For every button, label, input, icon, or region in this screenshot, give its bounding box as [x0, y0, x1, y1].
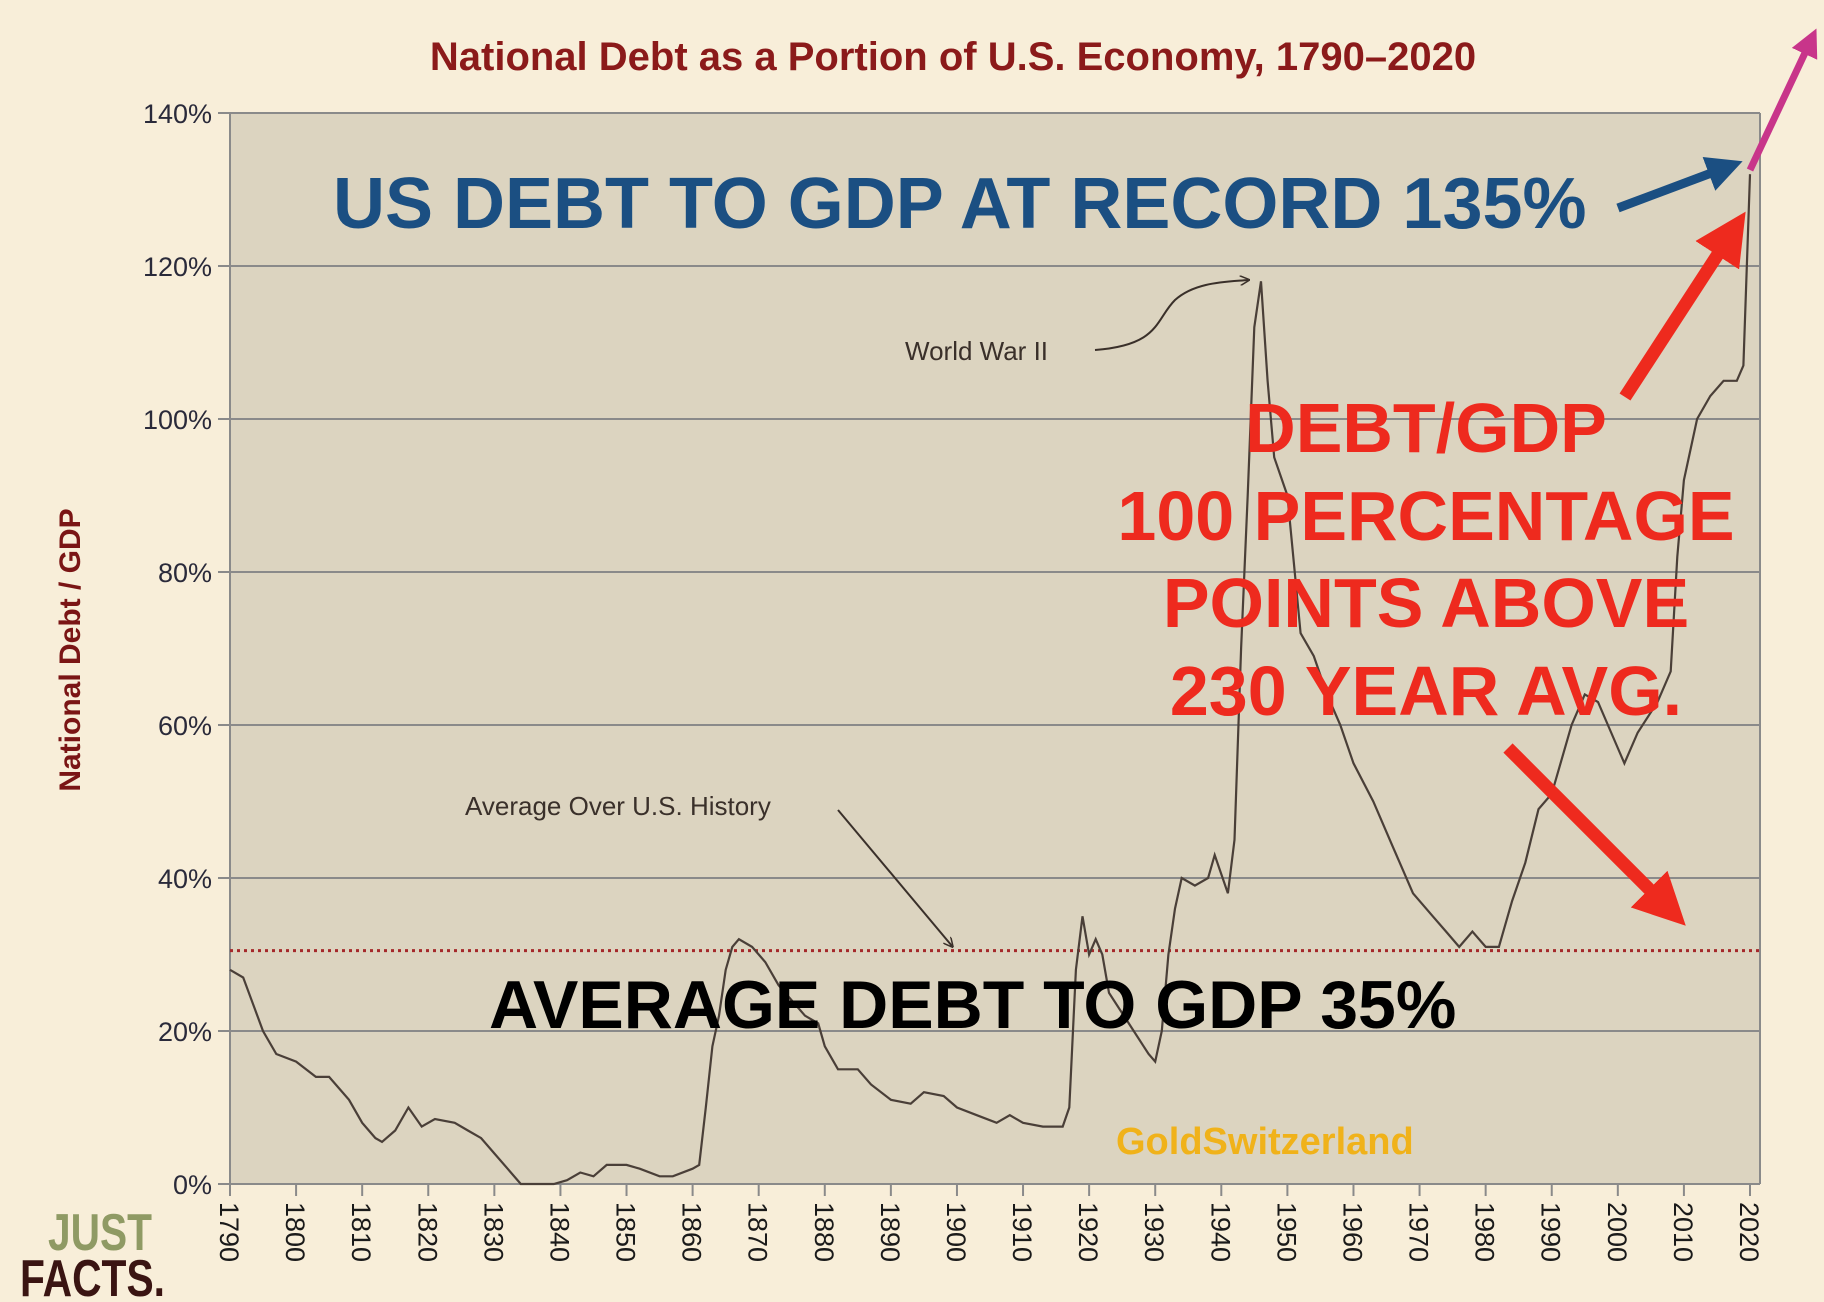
x-tick-label: 1850	[611, 1202, 641, 1262]
y-tick-label: 40%	[158, 864, 212, 894]
x-tick-label: 1960	[1337, 1202, 1367, 1262]
x-tick-label: 1990	[1536, 1202, 1566, 1262]
record-annotation: US DEBT TO GDP AT RECORD 135%	[333, 164, 1587, 244]
x-tick-label: 1940	[1205, 1202, 1235, 1262]
x-tick-label: 1970	[1404, 1202, 1434, 1262]
annotation-world-war-ii: World War II	[905, 336, 1048, 366]
x-tick-label: 1790	[214, 1202, 244, 1262]
x-tick-label: 1870	[743, 1202, 773, 1262]
x-tick-label: 1890	[875, 1202, 905, 1262]
x-tick-label: 1840	[544, 1202, 574, 1262]
x-tick-label: 1950	[1271, 1202, 1301, 1262]
x-tick-label: 1980	[1470, 1202, 1500, 1262]
logo-just: JUST	[48, 1204, 152, 1262]
average-history-arrow	[837, 809, 952, 946]
y-tick-label: 20%	[158, 1017, 212, 1047]
debt-gdp-line-3: POINTS ABOVE	[1163, 564, 1689, 642]
y-tick-label: 80%	[158, 558, 212, 588]
debt-gdp-line-2: 100 PERCENTAGE	[1117, 477, 1734, 555]
y-tick-label: 140%	[143, 99, 212, 129]
x-tick-label: 1900	[941, 1202, 971, 1262]
series-line-debt-to-gdp	[229, 174, 1752, 1186]
y-tick-label: 120%	[143, 252, 212, 282]
record-arrow	[1616, 157, 1743, 213]
y-tick-label: 60%	[158, 711, 212, 741]
y-tick-label: 100%	[143, 405, 212, 435]
watermark: GoldSwitzerland	[1116, 1121, 1414, 1163]
red-down-arrow	[1503, 743, 1686, 926]
debt-gdp-annotation: DEBT/GDP 100 PERCENTAGE POINTS ABOVE 230…	[1117, 389, 1734, 730]
world-war-arrow	[1094, 280, 1248, 351]
debt-gdp-line-1: DEBT/GDP	[1245, 389, 1607, 467]
x-tick-label: 1880	[809, 1202, 839, 1262]
x-tick-label: 2000	[1602, 1202, 1632, 1262]
x-tick-label: 2010	[1668, 1202, 1698, 1262]
logo-facts: FACTS.	[20, 1250, 165, 1302]
x-tick-label: 1810	[346, 1202, 376, 1262]
x-tick-label: 1820	[412, 1202, 442, 1262]
debt-gdp-line-4: 230 YEAR AVG.	[1170, 652, 1682, 730]
x-tick-label: 1800	[280, 1202, 310, 1262]
annotation-average-history: Average Over U.S. History	[465, 791, 771, 821]
y-tick-label: 0%	[173, 1170, 212, 1200]
x-tick-label: 1860	[677, 1202, 707, 1262]
y-axis-label: National Debt / GDP	[54, 508, 87, 791]
x-tick-label: 1920	[1073, 1202, 1103, 1262]
x-tick-label: 2020	[1734, 1202, 1764, 1262]
x-tick-label: 1930	[1139, 1202, 1169, 1262]
average-debt-annotation: AVERAGE DEBT TO GDP 35%	[489, 967, 1456, 1043]
x-tick-label: 1830	[478, 1202, 508, 1262]
magenta-arrow	[1746, 28, 1818, 172]
just-facts-logo: JUST FACTS.	[20, 1204, 165, 1302]
plot-area	[230, 113, 1760, 1184]
red-up-arrow	[1619, 211, 1746, 401]
x-tick-label: 1910	[1007, 1202, 1037, 1262]
chart-title: National Debt as a Portion of U.S. Econo…	[430, 35, 1476, 79]
